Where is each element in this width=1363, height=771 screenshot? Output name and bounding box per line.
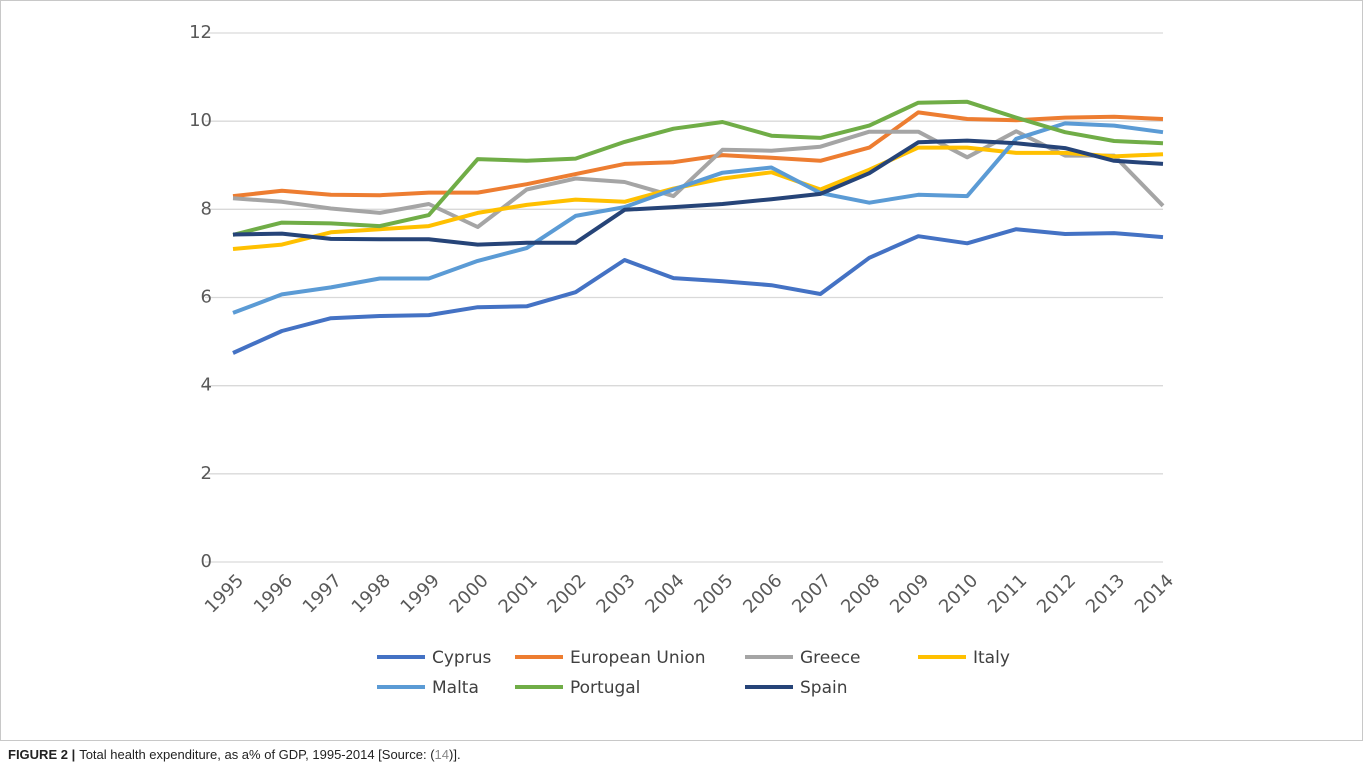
- legend-label: Spain: [800, 678, 848, 698]
- y-tick-label: 0: [201, 551, 212, 572]
- x-tick-label: 2006: [739, 570, 786, 617]
- legend-label: Cyprus: [432, 648, 491, 668]
- x-tick-label: 2004: [641, 570, 688, 617]
- x-tick-label: 1999: [397, 570, 444, 617]
- legend-label: Greece: [800, 648, 861, 668]
- x-tick-label: 2012: [1033, 570, 1080, 617]
- x-tick-label: 2005: [690, 570, 737, 617]
- series-line: [232, 121, 1164, 315]
- legend-label: Malta: [432, 678, 479, 698]
- x-tick-label: 2003: [592, 570, 639, 617]
- series-line: [232, 99, 1164, 237]
- x-tick-label: 2002: [543, 570, 590, 617]
- y-tick-label: 12: [189, 22, 212, 43]
- caption-ref[interactable]: 14: [435, 747, 449, 762]
- series-line: [232, 138, 1164, 247]
- x-tick-label: 2000: [446, 570, 493, 617]
- x-tick-label: 2008: [837, 570, 884, 617]
- series-line: [232, 110, 1164, 199]
- x-tick-label: 1995: [201, 570, 248, 617]
- y-tick-label: 8: [201, 198, 212, 219]
- x-tick-label: 2014: [1131, 570, 1178, 617]
- series-line: [232, 145, 1164, 251]
- caption-end: )].: [449, 747, 461, 762]
- x-tick-label: 2013: [1082, 570, 1129, 617]
- x-tick-label: 2009: [886, 570, 933, 617]
- legend-label: Italy: [973, 648, 1010, 668]
- x-tick-label: 1998: [348, 570, 395, 617]
- legend-label: European Union: [570, 648, 706, 668]
- y-tick-label: 2: [201, 463, 212, 484]
- x-tick-label: 2010: [935, 570, 982, 617]
- caption: FIGURE 2 | Total health expenditure, as a…: [8, 747, 461, 762]
- legend-label: Portugal: [570, 678, 640, 698]
- x-tick-label: 1997: [299, 570, 346, 617]
- y-tick-label: 6: [201, 287, 212, 308]
- y-tick-label: 10: [189, 110, 212, 131]
- x-tick-label: 2007: [788, 570, 835, 617]
- caption-text: Total health expenditure, as a% of GDP, …: [79, 747, 435, 762]
- x-tick-label: 2001: [495, 570, 542, 617]
- x-tick-label: 1996: [250, 570, 297, 617]
- caption-label: FIGURE 2 |: [8, 747, 75, 762]
- series-line: [232, 227, 1164, 355]
- x-tick-label: 2011: [984, 570, 1031, 617]
- y-tick-label: 4: [201, 375, 212, 396]
- series-line: [232, 129, 1165, 229]
